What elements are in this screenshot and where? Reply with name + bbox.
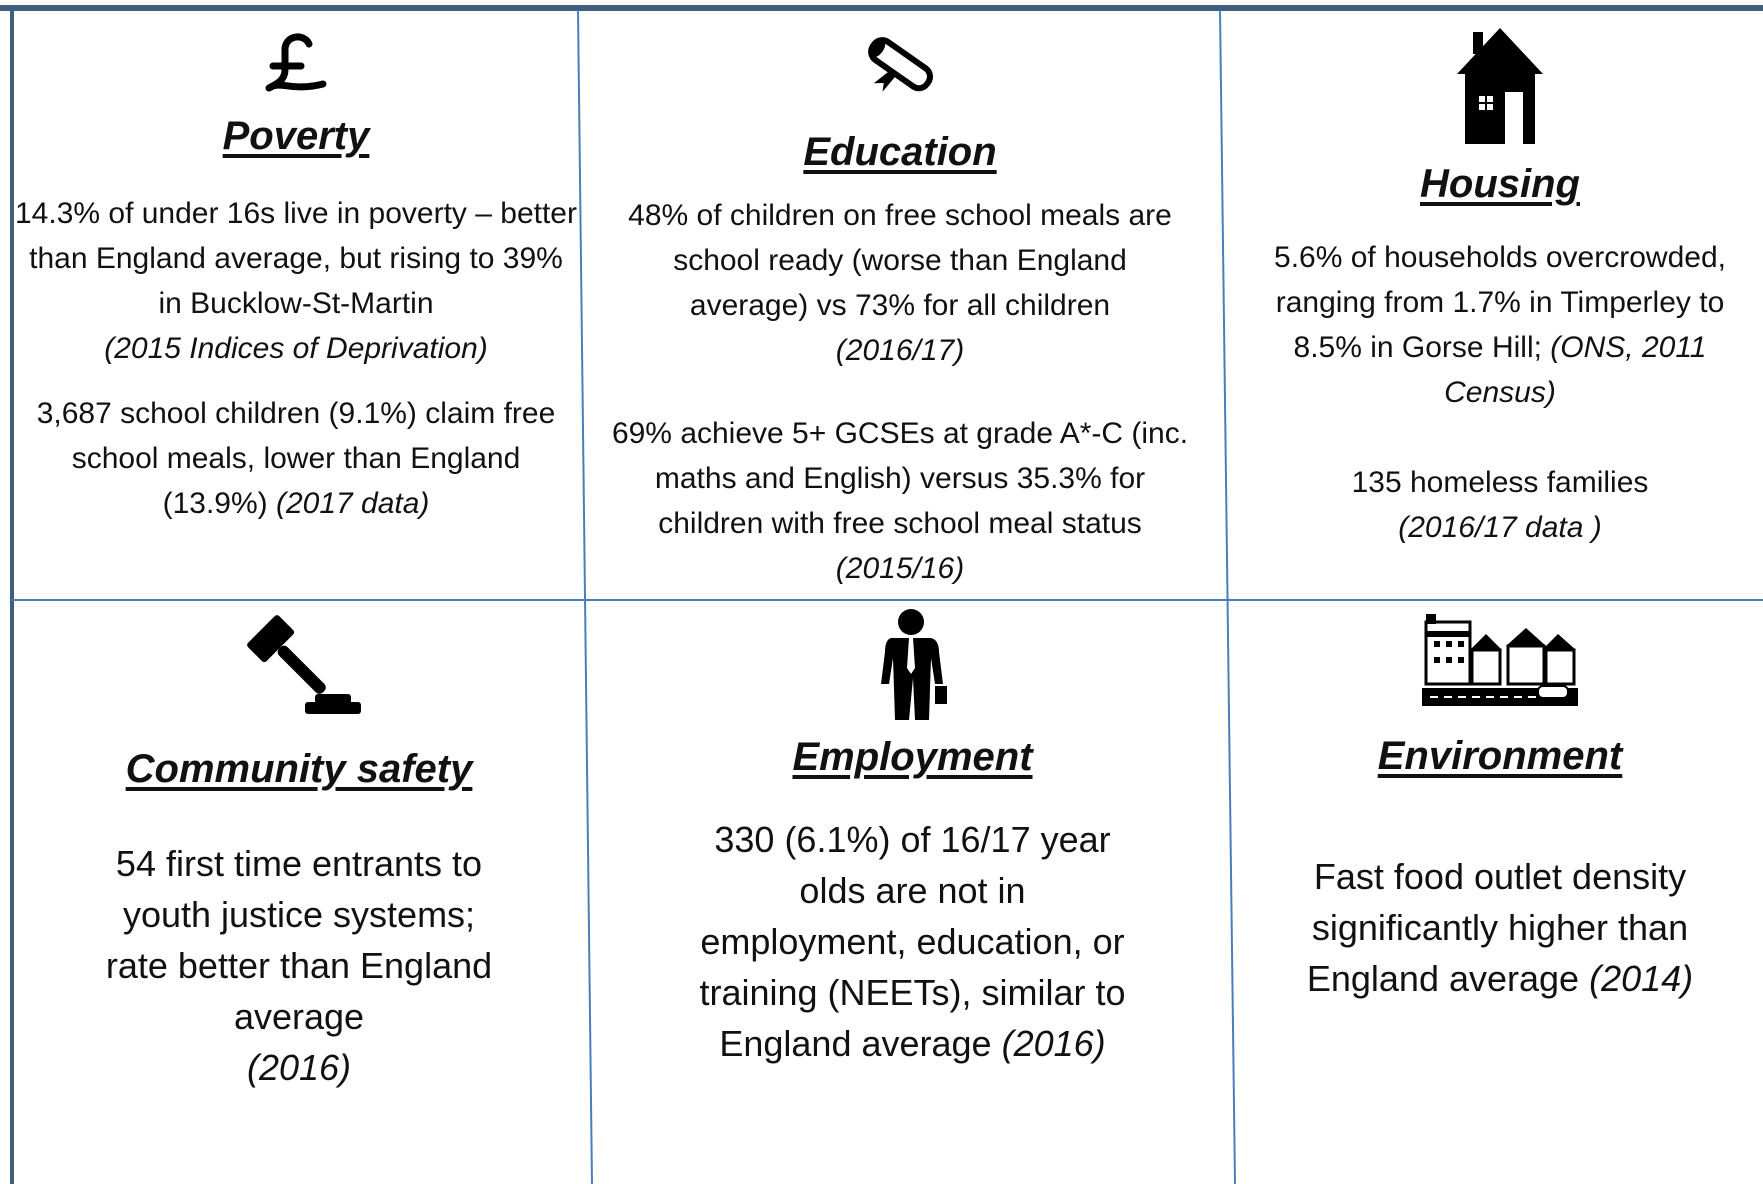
source: (ONS, 2011 Census) xyxy=(1444,331,1707,409)
cell-title: Community safety xyxy=(125,747,473,791)
source: (2016) xyxy=(1001,1023,1106,1064)
paragraph: 135 homeless families (2016/17 data ) xyxy=(1352,460,1649,550)
paragraph: 330 (6.1%) of 16/17 year olds are not in… xyxy=(693,814,1133,1069)
gavel-icon xyxy=(247,615,361,714)
house-icon xyxy=(1457,28,1543,144)
person-icon xyxy=(880,609,947,720)
paragraph: 54 first time entrants to youth justice … xyxy=(99,838,499,1093)
paragraph: 48% of children on free school meals are… xyxy=(610,193,1190,373)
source: (2016) xyxy=(246,1047,352,1088)
cell-housing: Housing 5.6% of households overcrowded, … xyxy=(1240,26,1760,550)
cell-environment: Environment Fast food outlet density sig… xyxy=(1240,610,1760,1004)
cell-title: Employment xyxy=(792,735,1033,779)
cell-poverty: Poverty 14.3% of under 16s live in pover… xyxy=(14,30,578,526)
source: (2016/17) xyxy=(835,334,965,367)
paragraph: 69% achieve 5+ GCSEs at grade A*-C (inc.… xyxy=(610,411,1190,591)
paragraph: 14.3% of under 16s live in poverty – bet… xyxy=(14,191,578,371)
text: 69% achieve 5+ GCSEs at grade A*-C (inc.… xyxy=(611,417,1189,540)
pound-icon xyxy=(265,33,327,92)
paragraph: 5.6% of households overcrowded, ranging … xyxy=(1250,235,1750,415)
text: 54 first time entrants to youth justice … xyxy=(105,843,493,1037)
text: 14.3% of under 16s live in poverty – bet… xyxy=(14,197,577,320)
source: (2014) xyxy=(1589,958,1694,999)
source: (2015 Indices of Deprivation) xyxy=(104,332,488,365)
text: 5.6% of households overcrowded, ranging … xyxy=(1274,241,1726,364)
cell-title: Housing xyxy=(1420,162,1580,206)
text: Fast food outlet density significantly h… xyxy=(1306,856,1689,999)
source: (2017 data) xyxy=(275,487,430,520)
cell-title: Environment xyxy=(1377,734,1623,778)
street-icon xyxy=(1422,614,1578,706)
source: (2016/17 data ) xyxy=(1398,511,1602,544)
cell-education: Education 48% of children on free school… xyxy=(600,25,1200,591)
cell-title: Poverty xyxy=(222,114,370,158)
cell-employment: Employment 330 (6.1%) of 16/17 year olds… xyxy=(605,608,1220,1069)
text: 330 (6.1%) of 16/17 year olds are not in… xyxy=(699,819,1126,1064)
diploma-icon xyxy=(868,37,933,92)
text: 135 homeless families xyxy=(1351,466,1649,499)
column-line xyxy=(1219,9,1236,1184)
paragraph: Fast food outlet density significantly h… xyxy=(1280,851,1720,1004)
paragraph: 3,687 school children (9.1%) claim free … xyxy=(31,391,561,526)
column-line xyxy=(577,9,593,1184)
cell-title: Education xyxy=(803,130,997,174)
cell-community-safety: Community safety 54 first time entrants … xyxy=(14,612,584,1093)
source: (2015/16) xyxy=(835,552,965,585)
text: 3,687 school children (9.1%) claim free … xyxy=(36,397,556,520)
text: 48% of children on free school meals are… xyxy=(628,199,1172,322)
